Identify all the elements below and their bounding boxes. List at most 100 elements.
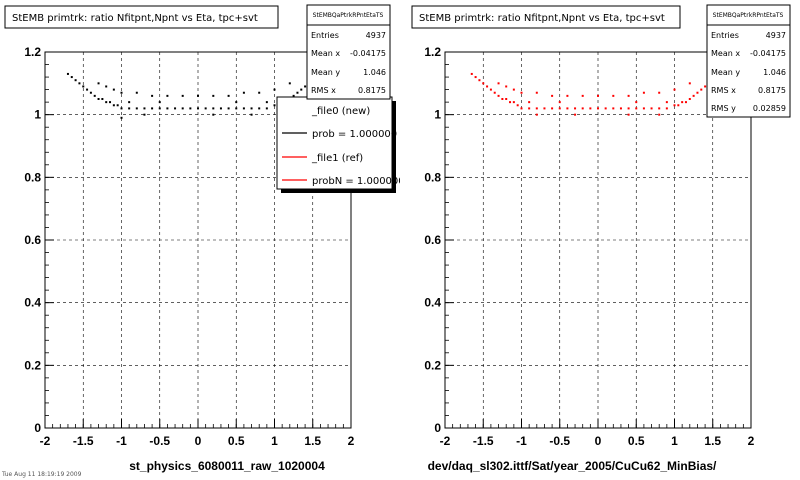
data-point <box>535 113 538 116</box>
data-point <box>166 107 169 110</box>
data-point <box>627 107 630 110</box>
data-point <box>665 101 668 104</box>
x-tick-label: -1 <box>116 434 127 448</box>
data-point <box>688 98 691 100</box>
stats-label-entries: Entries <box>711 31 739 40</box>
data-point <box>681 101 684 104</box>
data-point <box>665 107 668 110</box>
data-point <box>493 91 496 94</box>
data-point <box>82 85 85 88</box>
y-tick-label: 1.2 <box>424 45 441 59</box>
data-point <box>74 79 77 82</box>
stats-box: StEMBQaPtrkRPntEtaTS Entries 4937 Mean x… <box>706 4 791 118</box>
x-tick-label: 1 <box>271 434 278 448</box>
data-point <box>135 91 138 94</box>
data-point <box>109 101 112 104</box>
stats-label-entries: Entries <box>311 31 339 40</box>
data-point <box>212 113 215 116</box>
footer-timestamp: Tue Aug 11 18:19:19 2009 <box>2 471 82 478</box>
data-point <box>292 94 295 97</box>
data-point <box>650 107 653 110</box>
data-point <box>512 101 515 104</box>
stats-label-rms-x: RMS x <box>711 86 736 95</box>
y-tick-label: 0.2 <box>424 358 441 372</box>
stats-frame <box>706 4 791 118</box>
chart-title: StEMB primtrk: ratio Nfitpnt,Npnt vs Eta… <box>12 13 258 24</box>
data-point <box>642 91 645 94</box>
data-point <box>112 104 115 107</box>
left-chart: StEMB primtrk: ratio Nfitpnt,Npnt vs Eta… <box>4 4 400 473</box>
x-tick-label: 1.5 <box>704 434 721 448</box>
data-point <box>97 98 100 100</box>
left-pad: StEMB primtrk: ratio Nfitpnt,Npnt vs Eta… <box>4 4 400 473</box>
stats-value-rms-x: 0.8175 <box>358 86 386 95</box>
x-tick-label: -1.5 <box>73 434 94 448</box>
stats-label-rms-y: RMS y <box>711 104 736 113</box>
data-point <box>704 85 707 88</box>
data-point <box>258 91 261 94</box>
data-point <box>574 107 577 110</box>
x-tick-label: -2 <box>440 434 451 448</box>
stats-value-mean-y: 1.046 <box>363 68 386 77</box>
data-point <box>512 88 515 91</box>
data-point <box>296 91 299 94</box>
data-point <box>265 107 268 110</box>
data-point <box>658 113 661 116</box>
right-pad: StEMB primtrk: ratio Nfitpnt,Npnt vs Eta… <box>400 0 800 480</box>
stats-label-mean-y: Mean y <box>711 68 740 77</box>
data-point <box>212 107 215 110</box>
data-point <box>489 88 492 91</box>
data-point <box>128 107 131 110</box>
data-point <box>505 85 508 88</box>
data-point <box>112 88 115 91</box>
data-point <box>581 94 584 97</box>
y-tick-label: 1.2 <box>24 45 41 59</box>
axis-ticks <box>444 51 752 429</box>
data-point <box>558 101 561 104</box>
data-point <box>242 107 245 110</box>
data-point <box>558 107 561 110</box>
data-point <box>66 72 69 75</box>
x-tick-label: -1 <box>516 434 527 448</box>
x-axis-label: st_physics_6080011_raw_1020004 <box>129 459 325 473</box>
x-tick-label: -2 <box>40 434 51 448</box>
x-tick-labels: -2 -1.5 -1 -0.5 0 0.5 1 1.5 2 <box>440 434 755 448</box>
legend-label-3: probN = 1.000000 <box>312 176 400 187</box>
data-point <box>273 104 276 107</box>
y-tick-labels: 0 0.2 0.4 0.6 0.8 1 1.2 <box>24 45 41 435</box>
stats-frame <box>306 4 391 100</box>
data-point <box>551 94 554 97</box>
data-point <box>227 94 230 97</box>
data-point <box>105 85 108 88</box>
data-point <box>612 94 615 97</box>
y-tick-labels: 0 0.2 0.4 0.6 0.8 1 1.2 <box>424 45 441 435</box>
data-point <box>212 94 215 97</box>
data-point <box>151 94 154 97</box>
data-point <box>551 107 554 110</box>
data-point <box>93 94 96 97</box>
data-point <box>528 101 531 104</box>
x-tick-labels: -2 -1.5 -1 -0.5 0 0.5 1 1.5 2 <box>40 434 355 448</box>
stats-label-mean-x: Mean x <box>311 49 340 58</box>
data-point <box>120 116 123 119</box>
data-point <box>97 82 100 85</box>
data-point <box>105 101 108 104</box>
data-point <box>696 91 699 94</box>
data-point <box>197 94 199 97</box>
data-point <box>566 107 569 110</box>
data-point <box>535 107 538 110</box>
data-point <box>158 107 161 110</box>
data-point <box>143 107 146 110</box>
y-tick-label: 0.6 <box>424 233 441 247</box>
chart-title: StEMB primtrk: ratio Nfitpnt,Npnt vs Eta… <box>419 13 665 24</box>
data-point <box>612 107 615 110</box>
data-point <box>535 91 538 94</box>
data-point <box>700 88 703 91</box>
data-point <box>120 91 123 94</box>
data-point <box>304 85 307 88</box>
stats-label-mean-x: Mean x <box>711 49 740 58</box>
data-point <box>235 107 238 110</box>
y-tick-label: 0 <box>34 421 41 435</box>
x-tick-label: -0.5 <box>549 434 570 448</box>
data-point <box>189 107 192 110</box>
